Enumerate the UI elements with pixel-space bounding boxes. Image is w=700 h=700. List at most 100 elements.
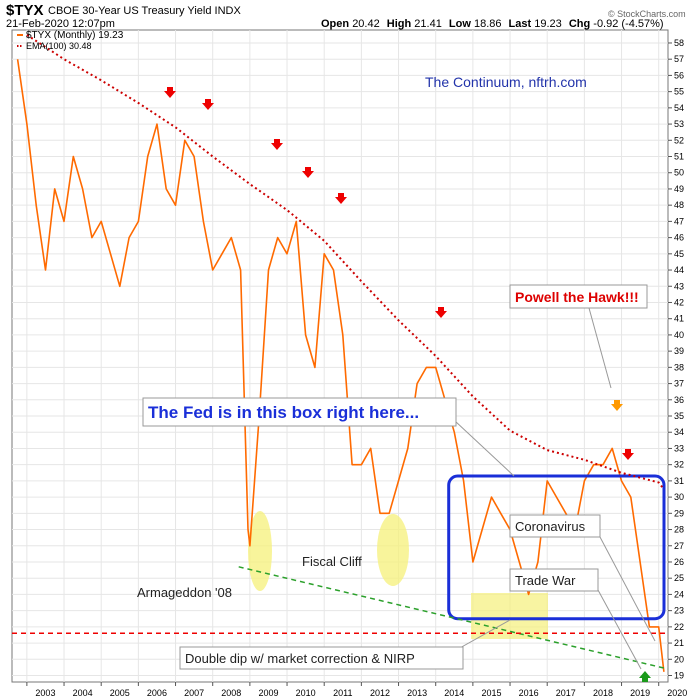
pointer-double-dip (457, 619, 511, 650)
overlays (12, 34, 669, 682)
x-tick-label: 2016 (519, 688, 539, 698)
fed-box (447, 474, 666, 621)
y-tick-label: 28 (674, 525, 684, 535)
timestamp: 21-Feb-2020 12:07pm (6, 18, 115, 30)
y-tick-label: 30 (674, 492, 684, 502)
y-tick-label: 57 (674, 54, 684, 64)
x-tick-label: 2007 (184, 688, 204, 698)
annotation-powell: Powell the Hawk!!! (515, 289, 639, 305)
y-tick-label: 58 (674, 38, 684, 48)
annotation-fed: The Fed is in this box right here... (148, 403, 419, 422)
x-tick-label: 2006 (147, 688, 167, 698)
green-up-arrow-icon (639, 671, 651, 682)
highlight-double-dip (471, 593, 548, 639)
legend: $TYX (Monthly) 19.23 EMA(100) 30.48 (17, 30, 124, 51)
x-tick-label: 2010 (296, 688, 316, 698)
red-down-arrow-icon (164, 87, 176, 98)
y-tick-label: 39 (674, 346, 684, 356)
x-tick-label: 2011 (333, 688, 352, 698)
y-tick-label: 56 (674, 70, 684, 80)
ohlc-readout: Open 20.42 High 21.41 Low 18.86 Last 19.… (321, 18, 664, 30)
highlight-2009-low (248, 511, 272, 591)
red-down-arrow-icon (622, 449, 634, 460)
price-line (16, 59, 665, 672)
x-tick-label: 2008 (221, 688, 241, 698)
annotation-coronavirus: Coronavirus (515, 519, 586, 534)
legend-series: $TYX (Monthly) 19.23 (26, 30, 124, 41)
y-tick-label: 48 (674, 200, 684, 210)
y-tick-label: 35 (674, 411, 684, 421)
x-tick-label: 2005 (110, 688, 130, 698)
red-down-arrow-icon (202, 99, 214, 110)
y-tick-label: 55 (674, 87, 684, 97)
y-tick-label: 53 (674, 119, 684, 129)
y-tick-label: 47 (674, 216, 684, 226)
y-tick-label: 22 (674, 622, 684, 632)
x-tick-label: 2004 (73, 688, 93, 698)
x-tick-label: 2017 (556, 688, 576, 698)
y-tick-label: 25 (674, 573, 684, 583)
label-box-fed (142, 397, 457, 427)
red-down-arrow-icon (271, 139, 283, 150)
label-box-corona (509, 514, 601, 538)
y-tick-label: 54 (674, 103, 684, 113)
support-trendline (238, 566, 669, 670)
y-tick-label: 44 (674, 265, 684, 275)
label-box-powell (509, 284, 648, 309)
y-tick-label: 40 (674, 330, 684, 340)
y-tick-label: 51 (674, 152, 684, 162)
x-tick-label: 2012 (370, 688, 390, 698)
watermark: © StockCharts.com (608, 9, 686, 19)
label-box-double-dip (179, 646, 464, 670)
pointer-corona (599, 536, 656, 642)
label-box-tradewar (509, 568, 599, 592)
annotation-armageddon: Armageddon '08 (137, 585, 232, 600)
legend-ema: EMA(100) 30.48 (26, 41, 92, 51)
y-tick-label: 31 (674, 476, 684, 486)
y-axis: 19 20 21 22 23 24 25 26 27 28 29 30 31 32 33 34 35 36 37 38… (668, 38, 684, 681)
annotation-trade-war: Trade War (515, 573, 576, 588)
y-tick-label: 38 (674, 362, 684, 372)
x-tick-label: 2014 (444, 688, 464, 698)
ema-line (26, 34, 665, 490)
x-tick-label: 2003 (35, 688, 55, 698)
y-tick-label: 27 (674, 541, 684, 551)
y-tick-label: 52 (674, 135, 684, 145)
x-tick-label: 2009 (258, 688, 278, 698)
y-tick-label: 50 (674, 168, 684, 178)
x-tick-label: 2020 (667, 688, 687, 698)
y-tick-label: 45 (674, 249, 684, 259)
y-tick-label: 26 (674, 557, 684, 567)
y-tick-label: 49 (674, 184, 684, 194)
x-axis: 2003 2004 2005 2006 2007 2008 2009 2010 2011 2012… (26, 682, 687, 698)
pointer-tradewar (597, 589, 642, 670)
y-tick-label: 24 (674, 589, 684, 599)
y-tick-label: 41 (674, 314, 684, 324)
y-tick-label: 29 (674, 508, 684, 518)
price-series (16, 59, 665, 672)
y-tick-label: 46 (674, 233, 684, 243)
y-tick-label: 21 (674, 638, 684, 648)
y-tick-label: 33 (674, 443, 684, 453)
annotation-double-dip: Double dip w/ market correction & NIRP (185, 651, 415, 666)
instrument-name: CBOE 30-Year US Treasury Yield INDX (48, 5, 241, 17)
x-tick-label: 2018 (593, 688, 613, 698)
highlight-2012-low (377, 514, 409, 586)
y-tick-label: 23 (674, 606, 684, 616)
annotation-continuum: The Continuum, nftrh.com (425, 74, 587, 90)
y-tick-label: 36 (674, 395, 684, 405)
y-tick-label: 20 (674, 654, 684, 664)
orange-down-arrow-icon (611, 400, 623, 411)
ticker-symbol: $TYX (6, 2, 44, 19)
y-tick-label: 19 (674, 671, 684, 681)
x-tick-label: 2019 (630, 688, 650, 698)
pointer-fed (454, 420, 515, 477)
pointer-powell (588, 307, 612, 389)
y-tick-label: 34 (674, 427, 684, 437)
y-tick-label: 43 (674, 281, 684, 291)
x-tick-label: 2015 (481, 688, 501, 698)
red-down-arrow-icon (335, 193, 347, 204)
annotation-fiscal-cliff: Fiscal Cliff (302, 554, 362, 569)
y-tick-label: 32 (674, 460, 684, 470)
x-tick-label: 2013 (407, 688, 427, 698)
